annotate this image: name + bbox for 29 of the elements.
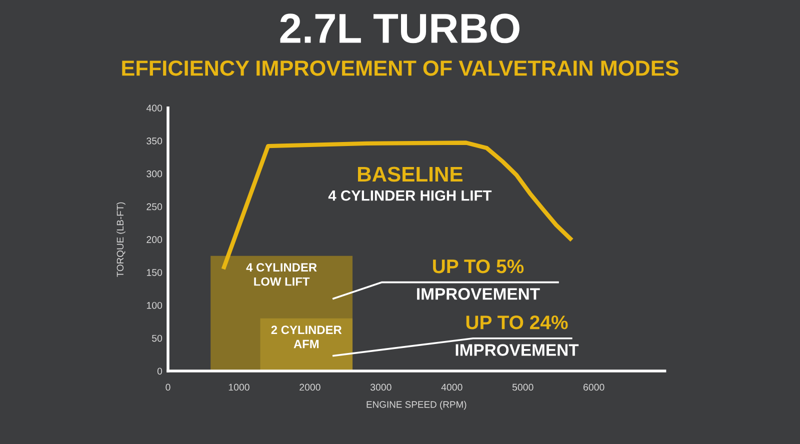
series-label: 4 CYLINDER LOW LIFT [246, 263, 317, 286]
x-tick-label: 3000 [370, 384, 392, 391]
y-tick-label: 50 [152, 334, 162, 342]
chart-subtitle: EFFICIENCY IMPROVEMENT OF VALVETRAIN MODES [122, 60, 678, 76]
series-label: BASELINE [358, 166, 462, 182]
chart-title: 2.7L TURBO [280, 14, 520, 44]
y-tick-label: 350 [146, 138, 162, 144]
y-tick-label: 150 [146, 269, 162, 276]
x-tick-label: 6000 [584, 384, 604, 391]
y-tick-label: 250 [146, 203, 162, 210]
y-tick-label: 400 [146, 104, 162, 112]
y-tick-label: 100 [146, 302, 162, 309]
x-tick-label: 0 [166, 384, 170, 391]
annotation: IMPROVEMENT [417, 288, 540, 300]
y-tick-label: 200 [146, 236, 162, 244]
x-tick-label: 5000 [512, 384, 534, 391]
x-tick-label: 2000 [300, 384, 320, 391]
series-label: 2 CYLINDER AFM [271, 326, 342, 348]
y-tick-label: 0 [157, 368, 162, 375]
line-series [221, 140, 574, 272]
annotation: IMPROVEMENT [456, 344, 579, 356]
x-tick-label: 1000 [228, 384, 250, 391]
y-axis-title: TORQUE (LB-FT) [116, 202, 126, 277]
x-tick-label: 4000 [441, 384, 462, 391]
annotation: 4 CYLINDER HIGH LIFT [328, 190, 492, 201]
y-tick-label: 300 [146, 170, 162, 178]
x-axis-title: ENGINE SPEED (RPM) [366, 400, 466, 410]
annotation: UP TO 5% [433, 259, 524, 274]
annotation: UP TO 24% [466, 316, 568, 330]
